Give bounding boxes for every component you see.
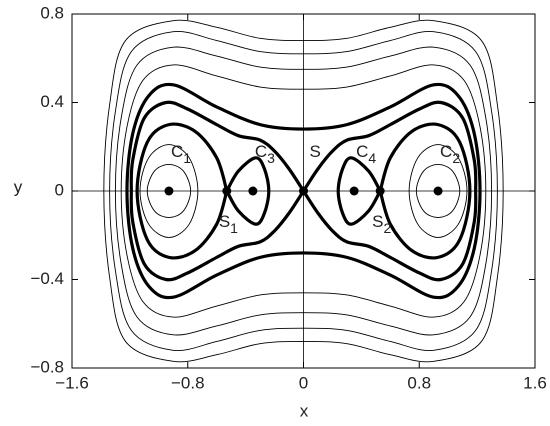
- trajectory: [378, 122, 472, 260]
- trajectory: [408, 144, 468, 238]
- trajectory: [114, 46, 493, 336]
- trajectory: [103, 19, 504, 363]
- point-label-subscript: 2: [452, 150, 460, 166]
- y-tick-label: −0.4: [30, 269, 64, 288]
- trajectory: [109, 30, 498, 352]
- point-label-subscript: 1: [183, 150, 191, 166]
- point-label-letter: S: [310, 142, 321, 161]
- point-label-letter: C: [440, 142, 452, 161]
- trajectory: [146, 164, 192, 218]
- x-tick-label: −0.8: [171, 373, 205, 392]
- trajectory: [225, 156, 271, 226]
- equilibrium-point: [433, 186, 443, 196]
- point-label-letter: S: [219, 212, 230, 231]
- trajectory: [120, 64, 487, 318]
- x-tick-label: 0.8: [407, 373, 431, 392]
- trajectory: [302, 100, 478, 282]
- point-label-subscript: 1: [230, 220, 238, 236]
- x-tick-label: 1.6: [523, 373, 547, 392]
- point-label: C3: [255, 142, 275, 165]
- x-axis-label: x: [300, 401, 309, 420]
- y-tick-label: 0.4: [40, 92, 64, 111]
- y-axis-label: y: [14, 177, 23, 196]
- equilibrium-point: [222, 186, 232, 196]
- point-label-letter: C: [255, 142, 267, 161]
- point-label-subscript: 4: [368, 150, 376, 166]
- x-tick-label: −1.6: [55, 373, 89, 392]
- point-label-letter: S: [372, 212, 383, 231]
- point-label-subscript: 2: [384, 220, 392, 236]
- point-label-letter: C: [171, 142, 183, 161]
- point-label: C4: [356, 142, 376, 165]
- trajectory: [415, 164, 461, 218]
- point-label: C2: [440, 142, 460, 165]
- point-label-subscript: 3: [267, 150, 275, 166]
- equilibrium-point: [164, 186, 174, 196]
- equilibrium-point: [299, 186, 308, 196]
- y-tick-label: 0: [55, 180, 64, 199]
- plot-frame: [71, 13, 536, 369]
- x-tick-label: 0: [299, 373, 308, 392]
- point-label-letter: C: [356, 142, 368, 161]
- trajectory: [139, 144, 199, 238]
- trajectory: [125, 82, 482, 300]
- y-tick-label: 0.8: [40, 3, 64, 22]
- equilibrium-point: [375, 186, 385, 196]
- y-tick-label: −0.8: [30, 357, 64, 376]
- point-label: C1: [171, 142, 191, 165]
- trajectory: [135, 122, 229, 260]
- point-label: S1: [219, 212, 238, 235]
- trajectory: [336, 156, 382, 226]
- trajectory: [129, 100, 305, 282]
- point-label: S: [310, 142, 321, 161]
- point-label: S2: [372, 212, 391, 235]
- equilibrium-point: [248, 186, 258, 196]
- equilibrium-point: [349, 186, 359, 196]
